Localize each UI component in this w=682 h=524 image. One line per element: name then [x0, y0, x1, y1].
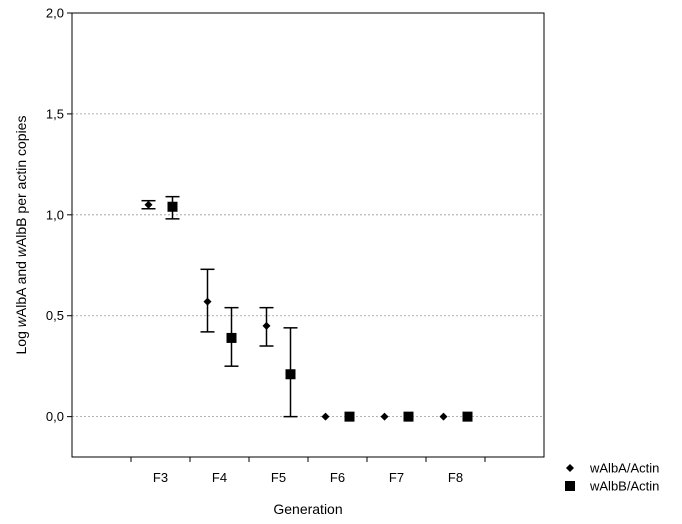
y-axis-title-part: AlbB per actin copies [13, 116, 29, 248]
y-axis-title-part: AlbA and [13, 257, 29, 317]
data-marks [141, 195, 473, 422]
x-tick-label: F4 [212, 470, 227, 485]
y-axis-title: Log wAlbA and wAlbB per actin copies [13, 116, 29, 355]
x-tick-label: F6 [330, 470, 345, 485]
x-tick-label: F8 [448, 470, 463, 485]
data-point [167, 201, 178, 212]
x-axis-title: Generation [273, 501, 342, 517]
data-point [226, 332, 237, 343]
y-tick-label: 0,5 [46, 308, 64, 323]
y-tick-label: 0,0 [46, 409, 64, 424]
y-axis-title-part: w [13, 316, 29, 327]
data-point [262, 321, 271, 330]
series-0 [141, 199, 448, 421]
legend-marker [566, 464, 574, 472]
x-tick-label: F7 [389, 470, 404, 485]
plot-frame [71, 12, 545, 458]
legend: wAlbA/Actin wAlbB/Actin [565, 461, 659, 494]
data-point [462, 411, 473, 422]
data-point [285, 369, 296, 380]
legend-marker [565, 481, 575, 491]
axes: 0,0 0,5 1,0 1,5 2,0 F3 F4 F5 F6 F7 F8 [46, 6, 486, 485]
legend-label: wAlbA/Actin [589, 461, 659, 476]
data-point [380, 412, 389, 421]
x-tick-label: F3 [153, 470, 168, 485]
gridlines [72, 113, 544, 418]
data-point [439, 412, 448, 421]
data-point [321, 412, 330, 421]
legend-label: wAlbB/Actin [589, 479, 659, 494]
series-1 [165, 195, 473, 422]
y-axis-title-part: w [13, 246, 29, 257]
y-axis-title-part: Log [13, 327, 29, 354]
data-point [203, 297, 212, 306]
y-tick-label: 2,0 [46, 6, 64, 21]
data-point [344, 411, 355, 422]
data-point [144, 200, 153, 209]
data-point [403, 411, 414, 422]
y-tick-label: 1,5 [46, 106, 64, 121]
x-tick-label: F5 [271, 470, 286, 485]
y-tick-label: 1,0 [46, 207, 64, 222]
